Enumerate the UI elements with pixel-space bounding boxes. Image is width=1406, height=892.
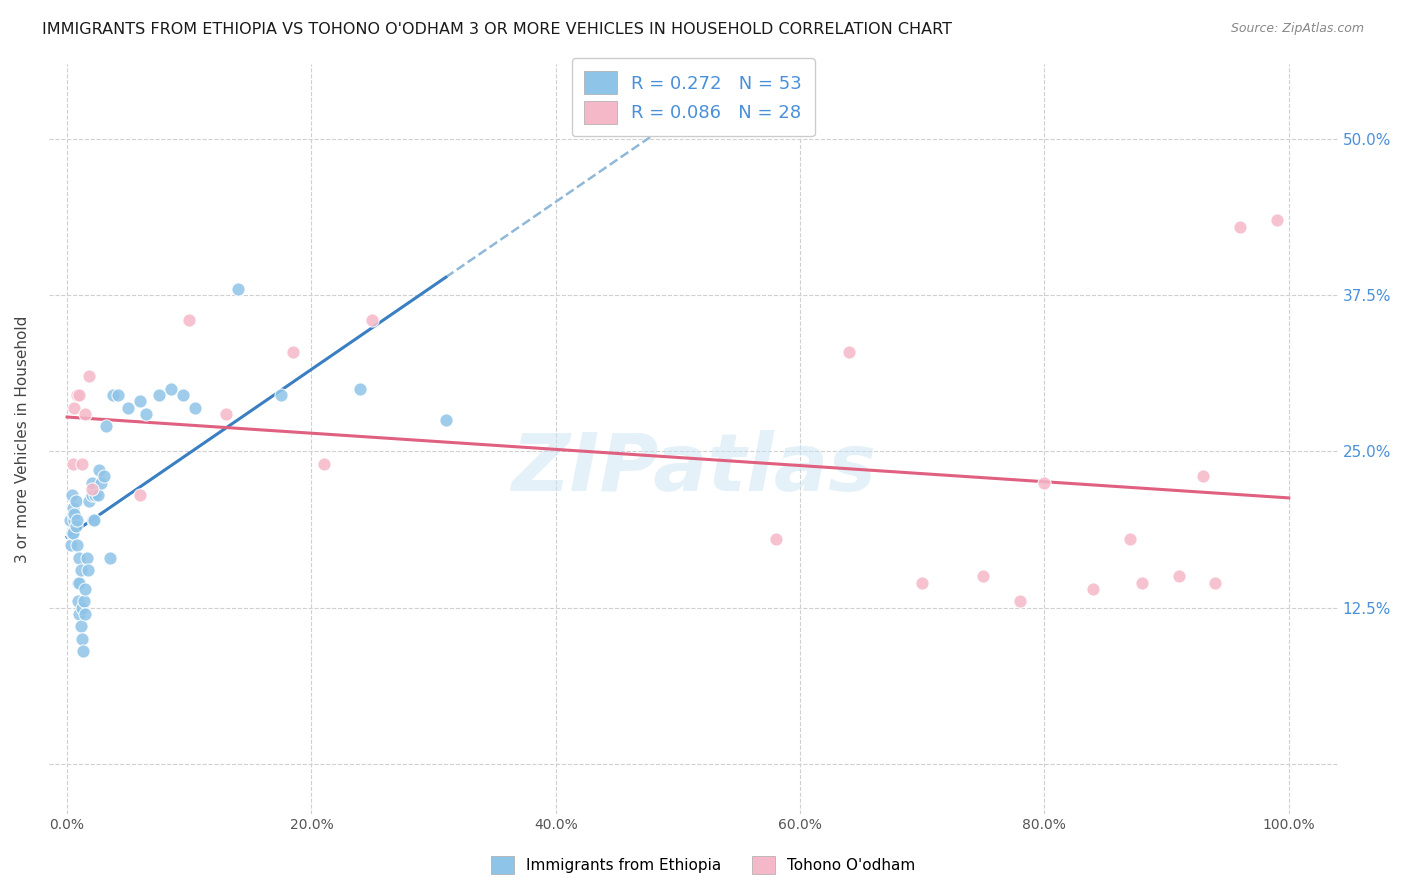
Point <box>65 494 87 508</box>
Point <box>1008 594 1031 608</box>
Point <box>63 507 86 521</box>
Point <box>60 488 83 502</box>
Point <box>69 563 91 577</box>
Point <box>59 538 82 552</box>
Point <box>172 388 194 402</box>
Point <box>129 394 152 409</box>
Point <box>62 507 84 521</box>
Point <box>911 575 934 590</box>
Point <box>66 538 89 552</box>
Point <box>765 532 787 546</box>
Point <box>184 401 207 415</box>
Point <box>66 388 89 402</box>
Point <box>1130 575 1153 590</box>
Point <box>70 600 93 615</box>
Point <box>90 475 112 490</box>
Point <box>63 401 86 415</box>
Point <box>86 488 108 502</box>
Point <box>67 550 90 565</box>
Point <box>226 282 249 296</box>
Point <box>312 457 335 471</box>
Point <box>80 488 103 502</box>
Point <box>69 619 91 633</box>
Point <box>1204 575 1226 590</box>
Text: IMMIGRANTS FROM ETHIOPIA VS TOHONO O'ODHAM 3 OR MORE VEHICLES IN HOUSEHOLD CORRE: IMMIGRANTS FROM ETHIOPIA VS TOHONO O'ODH… <box>42 22 952 37</box>
Point <box>1119 532 1142 546</box>
Point <box>75 607 97 621</box>
Point <box>1229 219 1251 234</box>
Point <box>67 575 90 590</box>
Point <box>98 550 121 565</box>
Text: ZIPatlas: ZIPatlas <box>510 430 876 508</box>
Point <box>80 475 103 490</box>
Point <box>58 513 80 527</box>
Text: Source: ZipAtlas.com: Source: ZipAtlas.com <box>1230 22 1364 36</box>
Legend: Immigrants from Ethiopia, Tohono O'odham: Immigrants from Ethiopia, Tohono O'odham <box>485 850 921 880</box>
Point <box>361 313 384 327</box>
Point <box>87 463 110 477</box>
Point <box>70 632 93 646</box>
Point <box>96 419 118 434</box>
Point <box>972 569 994 583</box>
Point <box>1192 469 1215 483</box>
Point <box>129 488 152 502</box>
Point <box>70 457 93 471</box>
Point <box>77 494 100 508</box>
Point <box>76 563 98 577</box>
Point <box>77 369 100 384</box>
Point <box>215 407 238 421</box>
Legend: R = 0.272   N = 53, R = 0.086   N = 28: R = 0.272 N = 53, R = 0.086 N = 28 <box>572 58 814 136</box>
Point <box>179 313 201 327</box>
Point <box>82 513 104 527</box>
Point <box>93 469 115 483</box>
Point <box>117 401 139 415</box>
Point <box>107 388 129 402</box>
Point <box>83 513 105 527</box>
Point <box>148 388 170 402</box>
Point <box>1167 569 1189 583</box>
Point <box>67 388 90 402</box>
Point <box>62 525 84 540</box>
Point <box>281 344 304 359</box>
Point <box>1265 213 1288 227</box>
Point <box>65 519 87 533</box>
Point <box>434 413 457 427</box>
Y-axis label: 3 or more Vehicles in Household: 3 or more Vehicles in Household <box>15 315 30 563</box>
Point <box>838 344 860 359</box>
Point <box>62 500 84 515</box>
Point <box>1083 582 1105 596</box>
Point <box>66 513 89 527</box>
Point <box>67 594 90 608</box>
Point <box>349 382 371 396</box>
Point <box>75 582 97 596</box>
Point <box>60 525 83 540</box>
Point <box>72 644 94 658</box>
Point <box>67 575 90 590</box>
Point <box>63 513 86 527</box>
Point <box>1033 475 1056 490</box>
Point <box>73 594 96 608</box>
Point <box>76 550 98 565</box>
Point <box>80 482 103 496</box>
Point <box>135 407 157 421</box>
Point <box>270 388 292 402</box>
Point <box>67 607 90 621</box>
Point <box>160 382 183 396</box>
Point <box>84 488 107 502</box>
Point <box>62 457 84 471</box>
Point <box>103 388 125 402</box>
Point <box>75 407 97 421</box>
